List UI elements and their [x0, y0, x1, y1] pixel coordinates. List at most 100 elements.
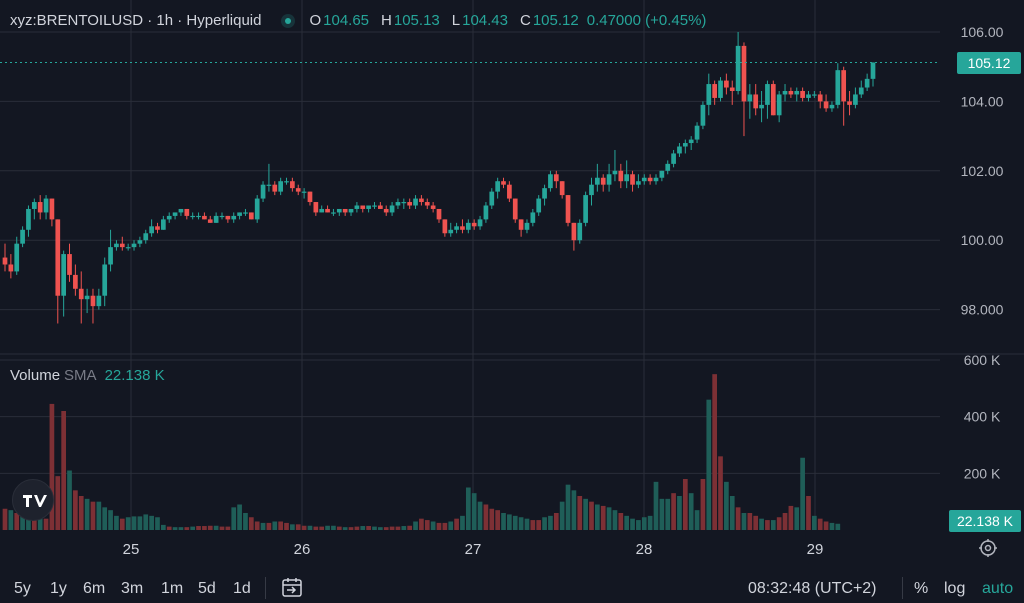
candle-body [290, 181, 295, 189]
candle-body [600, 177, 606, 185]
volume-bar [31, 515, 37, 530]
candle-body [659, 170, 665, 178]
volume-bar [624, 515, 630, 530]
volume-bar [231, 507, 237, 530]
percent-scale-toggle[interactable]: % [914, 580, 929, 597]
candles [2, 32, 876, 324]
volume-bar [659, 498, 665, 530]
volume-legend[interactable]: Volume SMA 22.138 K [10, 367, 165, 384]
timeframe-5d[interactable]: 5d [198, 580, 216, 597]
volume-bar [688, 493, 694, 530]
log-scale-toggle[interactable]: log [944, 580, 966, 597]
candle-body [465, 222, 471, 230]
volume-bar [823, 521, 829, 530]
candle-body [782, 90, 788, 95]
candle-body [313, 202, 319, 213]
gear-icon[interactable] [978, 538, 998, 558]
candle-body [518, 219, 524, 230]
volume-bar [724, 481, 729, 530]
candle-body [325, 208, 330, 213]
volume-bar [788, 505, 794, 530]
volume-bar [489, 508, 495, 530]
candle-body [207, 219, 213, 223]
volume-bar [284, 522, 289, 530]
candle-body [213, 215, 219, 223]
candle-body [260, 184, 266, 199]
volume-bar [43, 518, 49, 530]
price-tick-label: 98.000 [961, 302, 1004, 318]
candle-body [489, 191, 495, 206]
candle-body [78, 288, 84, 300]
time-tick-label: 29 [807, 541, 824, 558]
timeframe-6m[interactable]: 6m [83, 580, 106, 597]
open-label: O [309, 12, 322, 29]
candle-body [73, 274, 78, 289]
candle-body [682, 143, 688, 147]
symbol-line[interactable]: xyz:BRENTOILUSD · 1h · Hyperliquid [10, 12, 262, 29]
candle-body [589, 184, 594, 196]
volume-bar [260, 522, 266, 530]
candle-body [800, 90, 805, 98]
candle-body [471, 222, 477, 227]
volume-bar [114, 515, 119, 530]
candle-body [688, 139, 694, 144]
clock-readout[interactable]: 08:32:48 (UTC+2) [748, 580, 877, 597]
volume-bar [295, 524, 301, 530]
calendar-range-icon[interactable] [281, 576, 303, 598]
toolbar-separator [265, 577, 266, 599]
volume-bar [196, 526, 201, 530]
candle-body [360, 205, 366, 209]
candle-body [366, 205, 371, 209]
candle-body [512, 198, 518, 220]
volume-bar [565, 484, 571, 530]
candle-body [853, 94, 858, 105]
auto-scale-toggle[interactable]: auto [982, 580, 1014, 597]
candle-body [776, 94, 782, 116]
candle-body [442, 219, 448, 234]
volume-bar [677, 496, 682, 530]
volume-bar [207, 525, 213, 530]
timeframe-3m[interactable]: 3m [121, 580, 144, 597]
timeframe-1d[interactable]: 1d [233, 580, 251, 597]
tradingview-logo-icon[interactable] [12, 479, 54, 521]
candle-body [571, 222, 577, 241]
volume-bar [401, 526, 407, 530]
timeframe-5y[interactable]: 5y [14, 580, 31, 597]
candle-body [196, 215, 201, 218]
volume-bar [125, 517, 131, 530]
candle-body [301, 191, 307, 193]
chart-canvas[interactable]: 106.00 104.00 102.00 100.00 98.000 600 K 400 … [0, 0, 1024, 570]
candle-body [454, 226, 459, 230]
volume-bar [225, 526, 231, 530]
volume-bar [424, 520, 430, 530]
volume-bar [559, 501, 565, 530]
candle-body [653, 177, 659, 182]
volume-bar [55, 476, 61, 530]
volume-bar [507, 514, 512, 530]
volume-bar [161, 524, 166, 530]
volume-bar [102, 507, 108, 530]
candle-body [759, 104, 764, 109]
volume-bar [67, 470, 72, 530]
volume-bar [524, 518, 530, 530]
candle-body [49, 198, 55, 220]
timeframe-1y[interactable]: 1y [50, 580, 67, 597]
candle-body [448, 229, 454, 234]
volume-bar [307, 525, 313, 530]
volume-bar [553, 513, 559, 530]
candle-body [319, 208, 325, 213]
candle-body [700, 104, 706, 126]
price-tick-label: 106.00 [961, 24, 1004, 40]
price-tick-label: 100.00 [961, 232, 1004, 248]
volume-bar [483, 504, 489, 530]
volume-bar [61, 411, 66, 530]
volume-bar [454, 518, 459, 530]
candle-body [436, 208, 442, 220]
volume-bar [8, 510, 14, 530]
volume-bar [729, 496, 735, 530]
candle-body [383, 208, 389, 213]
timeframe-1m[interactable]: 1m [161, 580, 184, 597]
volume-bar [119, 518, 125, 530]
candle-body [806, 94, 811, 98]
candle-body [536, 198, 542, 213]
